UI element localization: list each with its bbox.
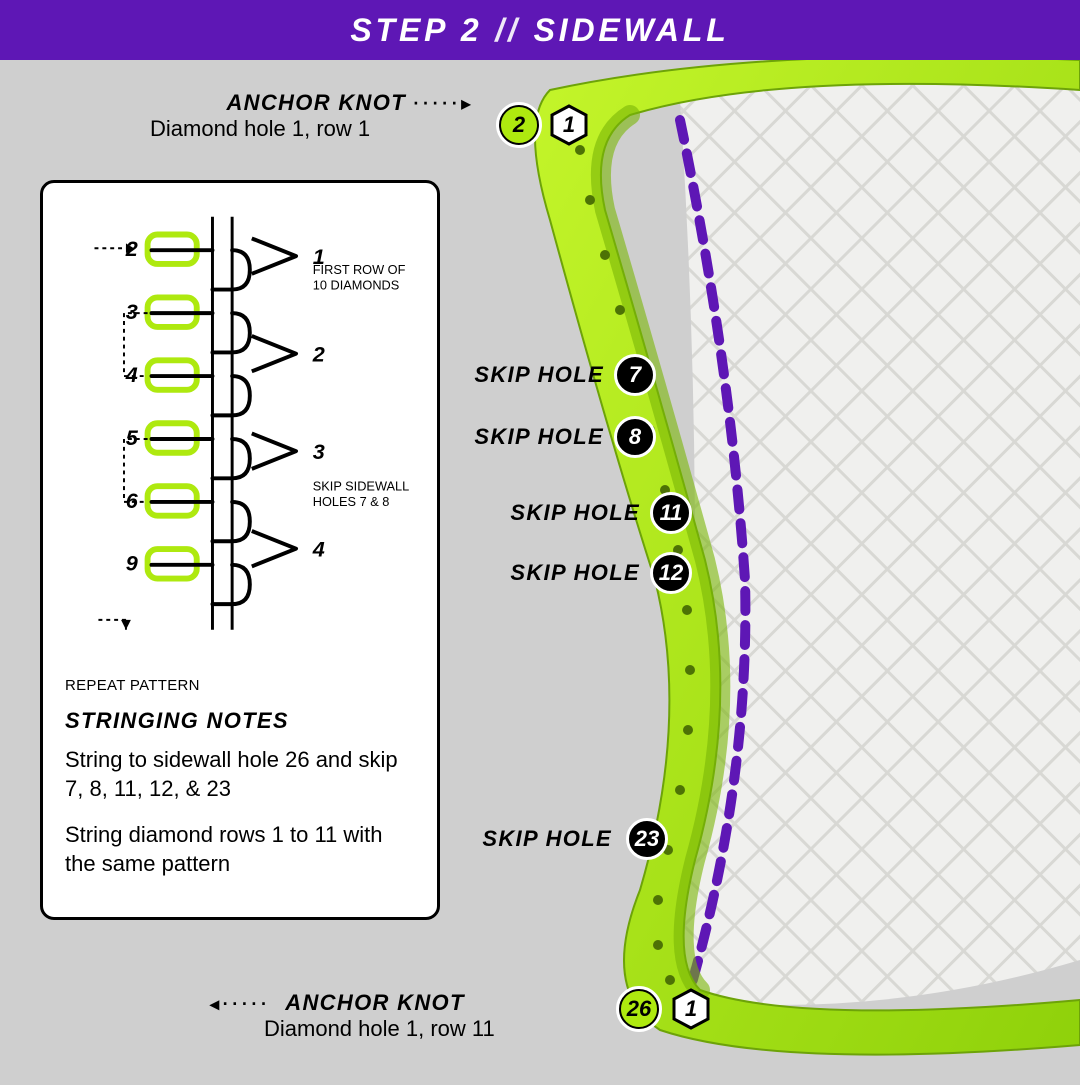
svg-text:3: 3 xyxy=(126,299,138,324)
anchor-bottom-sub: Diamond hole 1, row 11 xyxy=(210,1016,560,1042)
skip-hole-label: SKIP HOLE xyxy=(462,826,612,852)
skip-hole-badge: 12 xyxy=(650,552,692,594)
skip-hole-badge: 23 xyxy=(626,818,668,860)
arrow-left-icon: ◂····· xyxy=(210,994,271,1014)
anchor-top-hex-badge: 1 xyxy=(548,104,590,146)
svg-text:HOLES 7 & 8: HOLES 7 & 8 xyxy=(313,494,390,509)
skip-hole-label: SKIP HOLE xyxy=(490,500,640,526)
stringing-diagram: 2345691234FIRST ROW OF10 DIAMONDSSKIP SI… xyxy=(65,203,415,673)
notes-title: STRINGING NOTES xyxy=(65,708,415,734)
step-header: STEP 2 // SIDEWALL xyxy=(0,0,1080,60)
svg-text:2: 2 xyxy=(312,342,325,367)
anchor-bottom-lime-badge: 26 xyxy=(618,988,660,1030)
svg-text:4: 4 xyxy=(125,362,138,387)
note-2: String diamond rows 1 to 11 with the sam… xyxy=(65,821,415,878)
svg-text:FIRST ROW OF: FIRST ROW OF xyxy=(313,262,406,277)
svg-text:9: 9 xyxy=(126,551,138,576)
anchor-knot-bottom: ◂····· ANCHOR KNOT Diamond hole 1, row 1… xyxy=(210,990,560,1042)
step-number: STEP 2 xyxy=(350,12,482,49)
step-separator: // xyxy=(495,12,520,49)
anchor-bottom-hex-badge: 1 xyxy=(670,988,712,1030)
anchor-top-title: ANCHOR KNOT xyxy=(226,90,406,115)
stringing-notes-panel: 2345691234FIRST ROW OF10 DIAMONDSSKIP SI… xyxy=(40,180,440,920)
repeat-pattern-label: REPEAT PATTERN xyxy=(65,677,415,694)
skip-hole-badge: 11 xyxy=(650,492,692,534)
skip-hole-label: SKIP HOLE xyxy=(454,424,604,450)
skip-hole-label: SKIP HOLE xyxy=(490,560,640,586)
note-1: String to sidewall hole 26 and skip 7, 8… xyxy=(65,746,415,803)
svg-text:2: 2 xyxy=(125,236,138,261)
anchor-knot-top: ANCHOR KNOT ·····▸ Diamond hole 1, row 1 xyxy=(150,90,474,142)
svg-text:SKIP SIDEWALL: SKIP SIDEWALL xyxy=(313,479,410,494)
skip-hole-label: SKIP HOLE xyxy=(454,362,604,388)
svg-text:3: 3 xyxy=(313,439,325,464)
svg-text:5: 5 xyxy=(126,425,139,450)
svg-text:6: 6 xyxy=(126,488,139,513)
svg-text:4: 4 xyxy=(312,537,325,562)
svg-text:10 DIAMONDS: 10 DIAMONDS xyxy=(313,278,400,293)
anchor-top-lime-badge: 2 xyxy=(498,104,540,146)
arrow-right-icon: ·····▸ xyxy=(413,94,474,114)
skip-hole-badge: 8 xyxy=(614,416,656,458)
anchor-top-sub: Diamond hole 1, row 1 xyxy=(150,116,474,142)
anchor-bottom-title: ANCHOR KNOT xyxy=(285,990,465,1015)
skip-hole-badge: 7 xyxy=(614,354,656,396)
step-title: SIDEWALL xyxy=(534,12,730,49)
